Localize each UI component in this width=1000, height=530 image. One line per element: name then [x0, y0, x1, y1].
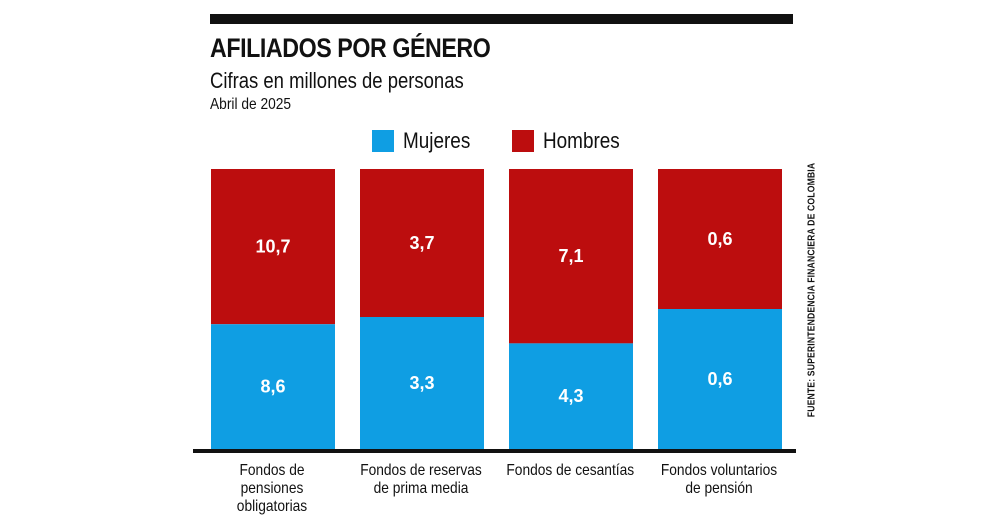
category-label-0: Fondos de pensiones obligatorias	[236, 462, 308, 515]
legend-swatch-mujeres	[372, 130, 394, 152]
bar-mujeres-3	[658, 309, 782, 449]
bar-hombres-0	[211, 169, 335, 325]
value-label-mujeres-3: 0,6	[707, 369, 732, 389]
value-label-hombres-2: 7,1	[558, 246, 583, 266]
chart-title: AFILIADOS POR GÉNERO	[210, 33, 491, 63]
chart-subtitle: Cifras en millones de personas	[210, 68, 464, 93]
top-rule	[210, 14, 793, 24]
value-label-hombres-0: 10,7	[255, 237, 290, 257]
category-label-3: Fondos voluntarios de pensión	[660, 462, 778, 497]
baseline	[193, 449, 796, 453]
source-text: FUENTE: SUPERINTENDENCIA FINANCIERA DE C…	[806, 162, 818, 418]
legend-swatch-hombres	[512, 130, 534, 152]
category-label-2: Fondos de cesantías	[506, 462, 634, 479]
chart-date: Abril de 2025	[210, 96, 292, 113]
value-label-hombres-3: 0,6	[707, 229, 732, 249]
bar-hombres-3	[658, 169, 782, 309]
bar-mujeres-1	[360, 317, 484, 449]
value-label-mujeres-0: 8,6	[260, 377, 285, 397]
bar-mujeres-2	[509, 343, 633, 449]
category-label-1: Fondos de reservas de prima media	[360, 462, 482, 497]
value-label-hombres-1: 3,7	[409, 233, 434, 253]
legend-item-mujeres: Mujeres	[372, 128, 481, 153]
value-label-mujeres-2: 4,3	[558, 386, 583, 406]
bar-mujeres-0	[211, 324, 335, 449]
source-note: FUENTE: SUPERINTENDENCIA FINANCIERA DE C…	[806, 146, 818, 434]
bar-hombres-2	[509, 169, 633, 344]
legend-label-hombres: Hombres	[543, 128, 620, 153]
value-label-mujeres-1: 3,3	[409, 373, 434, 393]
legend-label-mujeres: Mujeres	[403, 128, 471, 153]
legend-item-hombres: Hombres	[512, 128, 632, 153]
bar-hombres-1	[360, 169, 484, 317]
